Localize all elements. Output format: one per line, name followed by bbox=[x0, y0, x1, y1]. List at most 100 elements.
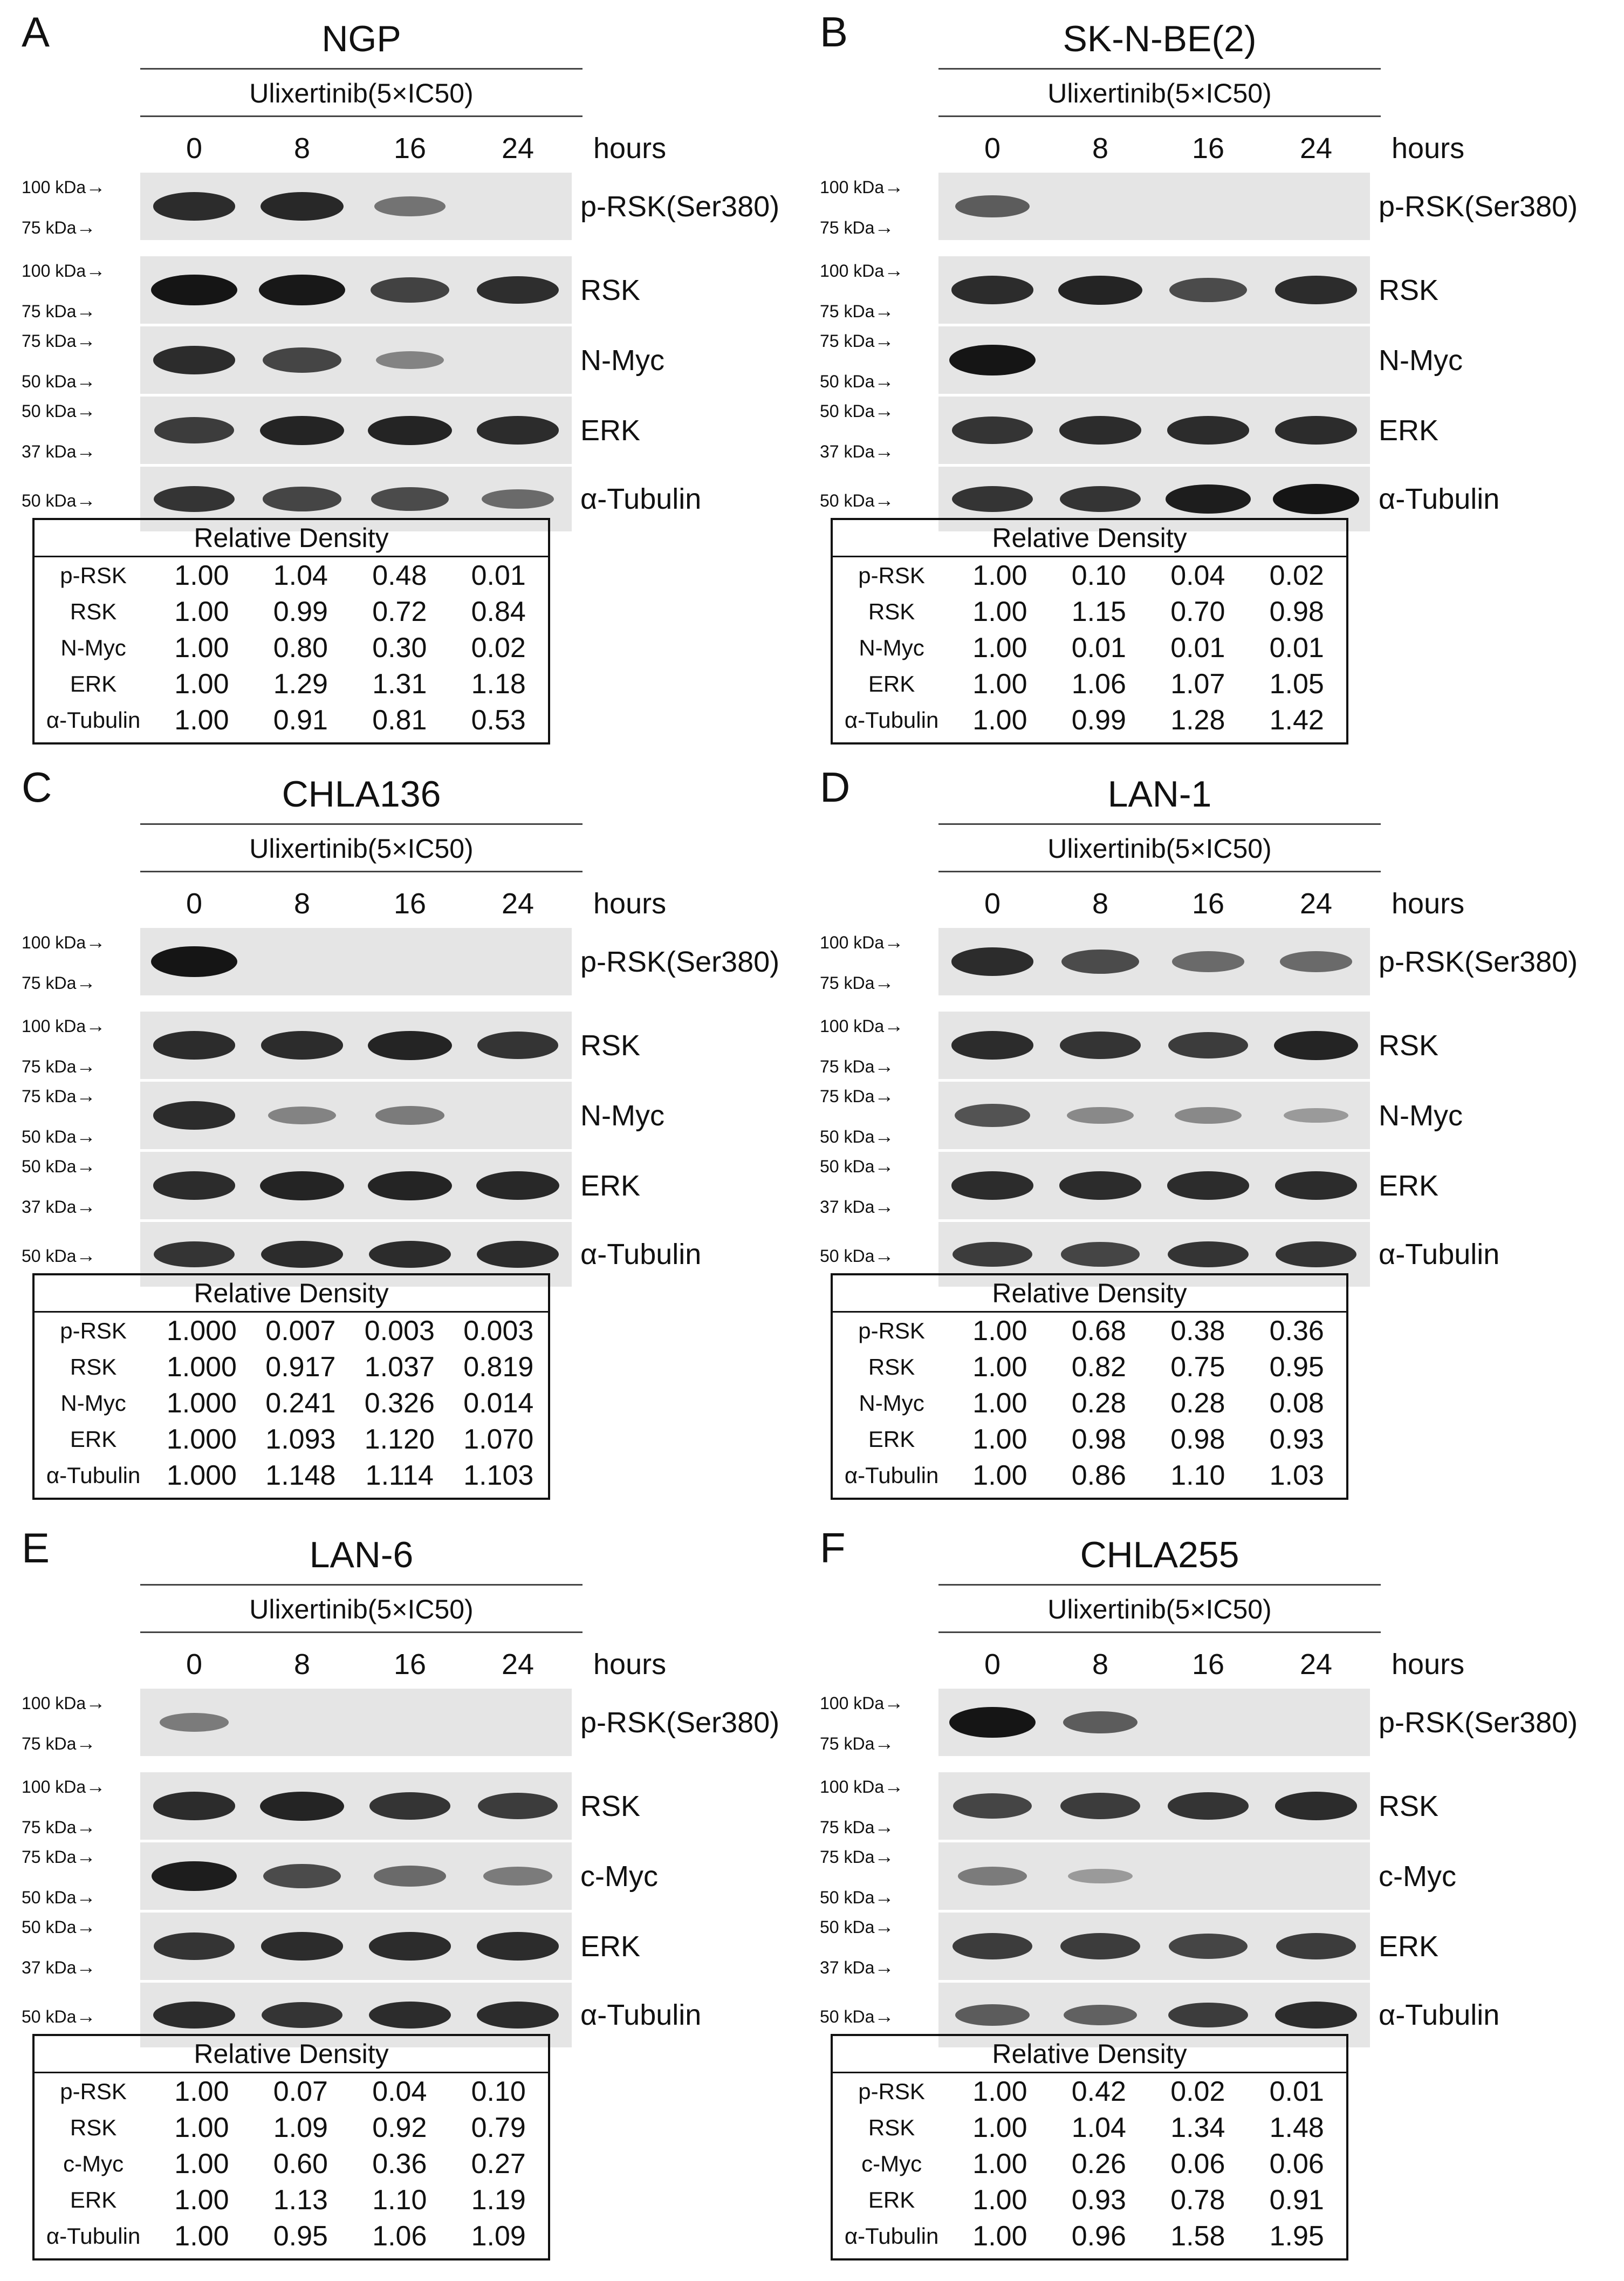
protein-band bbox=[1274, 276, 1358, 304]
molecular-weight-marker: 75 kDa→ bbox=[22, 217, 138, 237]
relative-density-title: Relative Density bbox=[35, 2036, 548, 2073]
density-value: 0.003 bbox=[364, 1315, 435, 1347]
marker-text: 37 kDa bbox=[820, 1958, 875, 1977]
density-value: 0.72 bbox=[372, 596, 427, 627]
figure-panel: F CHLA255 Ulixertinib(5×IC50) 0 8 16 24 hours p-… bbox=[820, 1527, 1623, 2271]
protein-band bbox=[1169, 277, 1247, 303]
right-arrow-icon: → bbox=[76, 1956, 96, 1978]
density-row-label: ERK bbox=[70, 671, 117, 696]
right-arrow-icon: → bbox=[874, 1886, 894, 1908]
protein-label: α-Tubulin bbox=[1379, 1999, 1500, 2031]
marker-text: 75 kDa bbox=[820, 302, 875, 321]
marker-text: 50 kDa bbox=[820, 1157, 875, 1176]
marker-text: 75 kDa bbox=[22, 1847, 77, 1867]
blot-strip bbox=[140, 1842, 572, 1910]
right-arrow-icon: → bbox=[76, 1915, 96, 1937]
marker-text: 100 kDa bbox=[22, 1777, 86, 1797]
density-row: ERK 1.00 0.93 0.78 0.91 bbox=[833, 2182, 1346, 2218]
right-arrow-icon: → bbox=[76, 1195, 96, 1217]
right-arrow-icon: → bbox=[874, 1084, 894, 1107]
protein-band bbox=[1175, 1107, 1242, 1124]
density-row: N-Myc 1.00 0.80 0.30 0.02 bbox=[35, 630, 548, 666]
marker-text: 37 kDa bbox=[22, 1197, 77, 1217]
protein-band bbox=[368, 415, 452, 445]
molecular-weight-marker: 100 kDa→ bbox=[22, 1693, 138, 1712]
density-value: 0.30 bbox=[372, 632, 427, 664]
marker-text: 100 kDa bbox=[820, 1016, 885, 1036]
protein-band bbox=[369, 1792, 451, 1820]
panel-letter: E bbox=[22, 1524, 50, 1572]
protein-band bbox=[1166, 484, 1251, 514]
molecular-weight-marker: 100 kDa→ bbox=[820, 177, 936, 196]
protein-band bbox=[368, 1171, 452, 1200]
density-value: 1.00 bbox=[972, 632, 1027, 664]
density-value: 0.98 bbox=[1071, 1423, 1126, 1455]
density-value: 1.00 bbox=[972, 596, 1027, 627]
density-value: 0.27 bbox=[471, 2148, 526, 2180]
protein-label: ERK bbox=[580, 1169, 641, 1202]
density-row-label: ERK bbox=[868, 671, 915, 696]
molecular-weight-marker: 100 kDa→ bbox=[820, 1693, 936, 1712]
relative-density-title: Relative Density bbox=[833, 1275, 1346, 1313]
density-row: ERK 1.00 0.98 0.98 0.93 bbox=[833, 1421, 1346, 1457]
right-arrow-icon: → bbox=[874, 1244, 894, 1266]
density-value: 0.08 bbox=[1269, 1387, 1324, 1419]
density-value: 1.00 bbox=[972, 704, 1027, 736]
protein-band bbox=[1063, 1711, 1138, 1734]
molecular-weight-marker: 75 kDa→ bbox=[820, 973, 936, 992]
molecular-weight-marker: 75 kDa→ bbox=[22, 1847, 138, 1866]
panel-letter: A bbox=[22, 8, 50, 56]
density-value: 0.36 bbox=[372, 2148, 427, 2180]
density-value: 1.148 bbox=[265, 1459, 336, 1491]
treatment-label: Ulixertinib(5×IC50) bbox=[938, 80, 1381, 117]
density-row: p-RSK 1.000 0.007 0.003 0.003 bbox=[35, 1313, 548, 1349]
protein-band bbox=[1275, 1241, 1357, 1268]
density-value: 1.00 bbox=[972, 1315, 1027, 1347]
cell-line-title: CHLA255 bbox=[938, 1536, 1381, 1586]
protein-label: ERK bbox=[580, 414, 641, 447]
right-arrow-icon: → bbox=[874, 216, 894, 238]
figure-panel: C CHLA136 Ulixertinib(5×IC50) 0 8 16 24 hours p-… bbox=[22, 766, 825, 1511]
density-value: 0.81 bbox=[372, 704, 427, 736]
protein-band bbox=[1274, 1171, 1358, 1200]
protein-band bbox=[1280, 951, 1352, 972]
panel-letter: B bbox=[820, 8, 848, 56]
molecular-weight-marker: 75 kDa→ bbox=[820, 1847, 936, 1866]
density-row: RSK 1.00 0.82 0.75 0.95 bbox=[833, 1349, 1346, 1385]
density-value: 1.15 bbox=[1071, 596, 1126, 627]
timepoint-label: 16 bbox=[393, 1648, 427, 1681]
blot-strip bbox=[938, 928, 1370, 995]
density-value: 1.00 bbox=[972, 559, 1027, 591]
molecular-weight-marker: 50 kDa→ bbox=[820, 1246, 936, 1265]
density-value: 0.10 bbox=[471, 2075, 526, 2107]
blot-strip bbox=[140, 173, 572, 240]
protein-band bbox=[951, 947, 1034, 976]
hours-unit-label: hours bbox=[1392, 887, 1465, 920]
density-value: 1.29 bbox=[273, 668, 328, 700]
protein-band bbox=[957, 1867, 1027, 1886]
molecular-weight-marker: 50 kDa→ bbox=[820, 1156, 936, 1176]
density-value: 0.84 bbox=[471, 596, 526, 627]
hours-unit-label: hours bbox=[593, 1648, 667, 1681]
density-value: 0.07 bbox=[273, 2075, 328, 2107]
density-value: 0.60 bbox=[273, 2148, 328, 2180]
molecular-weight-marker: 75 kDa→ bbox=[22, 1056, 138, 1076]
protein-band bbox=[1058, 275, 1142, 305]
protein-label: N-Myc bbox=[580, 344, 664, 377]
protein-band bbox=[151, 946, 237, 978]
protein-band bbox=[1064, 2004, 1137, 2026]
density-value: 0.01 bbox=[1269, 632, 1324, 664]
blot-strip bbox=[938, 1842, 1370, 1910]
density-value: 0.86 bbox=[1071, 1459, 1126, 1491]
blot-strip bbox=[140, 1082, 572, 1149]
molecular-weight-marker: 37 kDa→ bbox=[22, 1957, 138, 1977]
molecular-weight-marker: 50 kDa→ bbox=[820, 490, 936, 510]
molecular-weight-marker: 50 kDa→ bbox=[22, 2006, 138, 2026]
protein-band bbox=[263, 487, 341, 511]
right-arrow-icon: → bbox=[76, 329, 96, 351]
density-value: 1.03 bbox=[1269, 1459, 1324, 1491]
molecular-weight-marker: 37 kDa→ bbox=[820, 1957, 936, 1977]
density-row: c-Myc 1.00 0.26 0.06 0.06 bbox=[833, 2146, 1346, 2182]
marker-text: 75 kDa bbox=[22, 1087, 77, 1106]
relative-density-table: Relative Density p-RSK 1.00 0.10 0.04 0.02 RSK… bbox=[831, 518, 1348, 745]
